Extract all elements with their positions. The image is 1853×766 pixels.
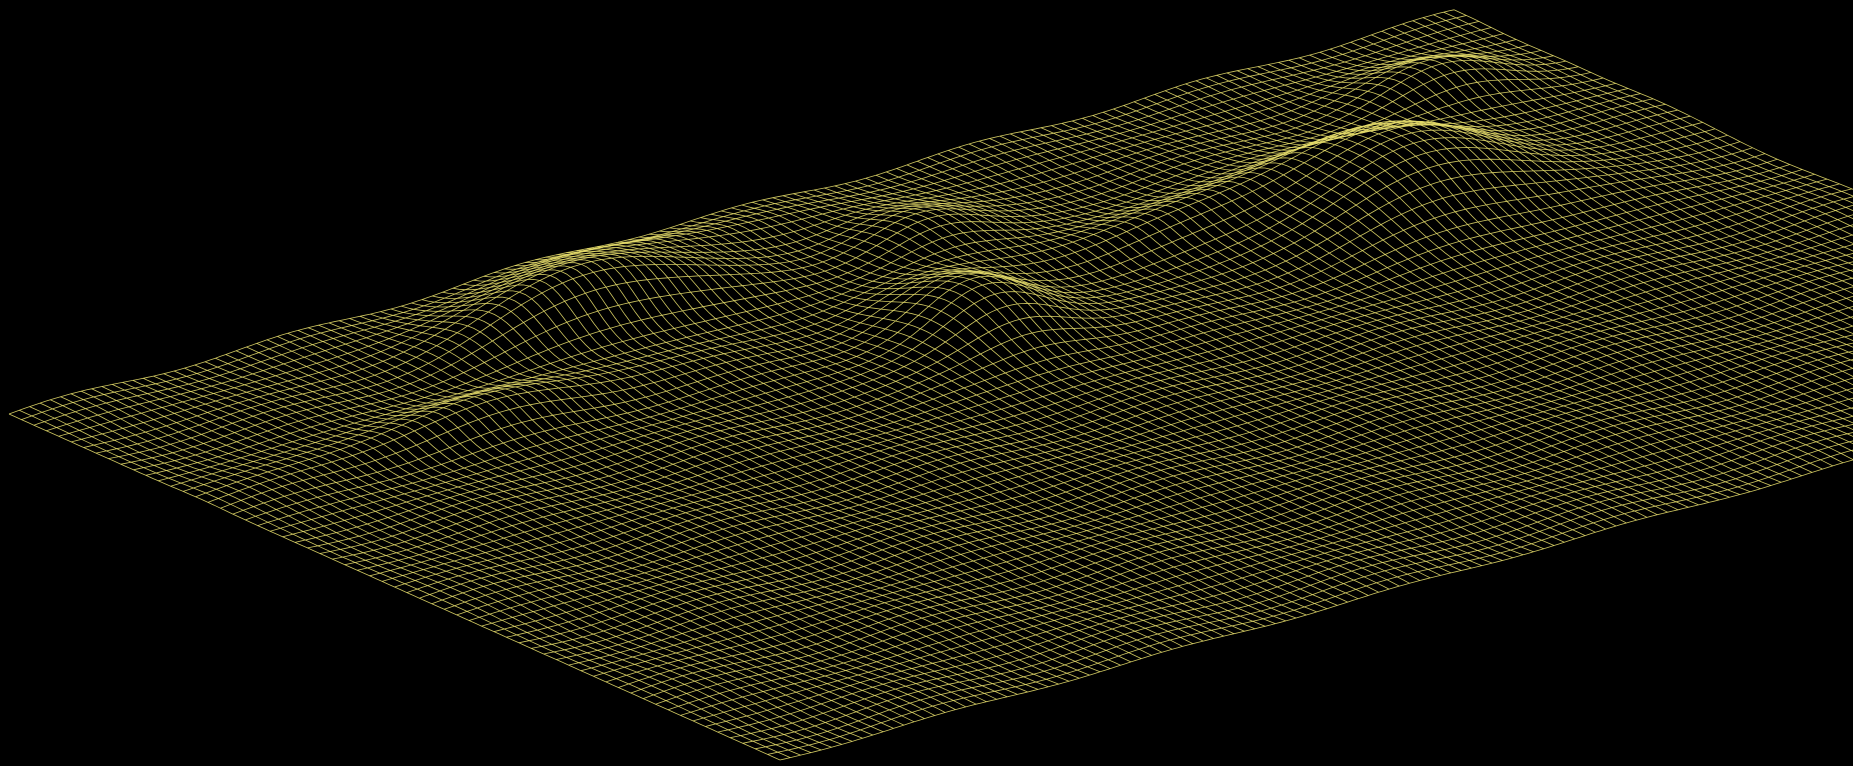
mesh-line (705, 407, 1853, 727)
mesh-line (145, 72, 1591, 476)
mesh-line (481, 244, 1853, 627)
mesh-line (294, 141, 1741, 543)
mesh-line (95, 50, 1542, 454)
mesh-line (182, 88, 1629, 492)
mesh-line (357, 169, 1803, 571)
mesh-line (755, 440, 1853, 750)
mesh-line (643, 359, 1853, 699)
mesh-line (232, 109, 1678, 515)
mesh-line (580, 316, 1853, 672)
mesh-line (269, 128, 1716, 532)
mesh-line (730, 424, 1853, 739)
mesh-line (369, 173, 1815, 577)
mesh-line (779, 459, 1853, 761)
mesh-line (282, 134, 1728, 538)
mesh-line (71, 39, 1517, 443)
mesh-line (444, 214, 1853, 610)
mesh-line (468, 234, 1853, 621)
mesh-line (245, 115, 1691, 521)
mesh-line (518, 269, 1853, 644)
mesh-line (506, 261, 1853, 638)
mesh-line (195, 93, 1641, 498)
mesh-line (717, 415, 1853, 733)
mesh-line (207, 98, 1654, 503)
mesh-line (531, 277, 1853, 649)
mesh-line (767, 449, 1853, 755)
mesh-line (133, 66, 1579, 471)
mesh-line (680, 387, 1853, 716)
mesh-line (33, 21, 1479, 426)
mesh-line (605, 334, 1853, 683)
mesh-line (431, 204, 1853, 605)
mesh-line (456, 224, 1853, 616)
mesh-line (58, 33, 1504, 437)
mesh-line (394, 183, 1840, 588)
mesh-line (543, 286, 1853, 655)
mesh-line (692, 397, 1853, 722)
mesh-line (120, 60, 1566, 465)
mesh-line (21, 15, 1467, 420)
mesh-line (344, 164, 1790, 566)
mesh-line (257, 122, 1703, 526)
mesh-line (406, 188, 1852, 593)
mesh-line (170, 83, 1616, 487)
mesh-line (83, 44, 1529, 448)
mesh-line (618, 342, 1853, 688)
mesh-line (332, 158, 1778, 560)
mesh-line (568, 305, 1853, 666)
mesh-line (419, 196, 1853, 599)
mesh-line (593, 325, 1853, 677)
mesh-line (319, 153, 1766, 554)
mesh-line (630, 350, 1853, 694)
mesh-line (655, 367, 1853, 705)
mesh-line (108, 55, 1554, 459)
mesh-line (8, 9, 1455, 415)
mesh-line (556, 295, 1853, 660)
mesh-line (307, 147, 1753, 549)
mesh-line (493, 253, 1853, 632)
mesh-line (220, 103, 1666, 509)
mesh-line (158, 77, 1604, 482)
mesh-line (667, 377, 1853, 711)
mesh-line (742, 432, 1853, 744)
mesh-line (381, 178, 1828, 582)
mesh-line (46, 27, 1492, 432)
